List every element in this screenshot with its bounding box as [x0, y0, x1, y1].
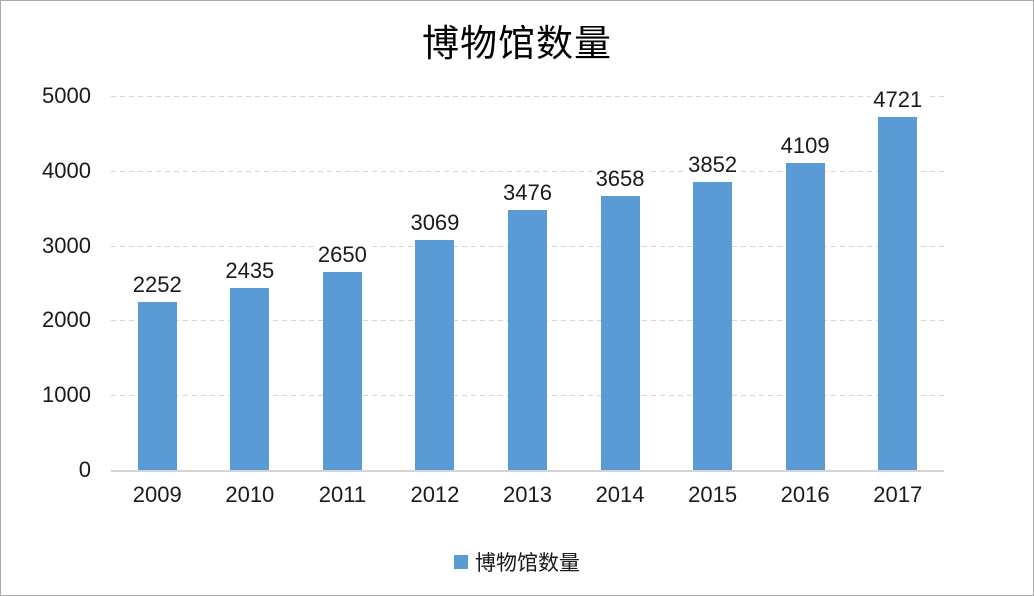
- bar: [415, 240, 455, 470]
- y-axis-tick-label: 2000: [42, 307, 91, 333]
- bar: [693, 181, 733, 470]
- x-axis-tick-label: 2013: [503, 482, 552, 507]
- bar: [508, 210, 547, 470]
- x-axis: 2009 2010 2011 2012 2013 2014 2015 2016 2017: [111, 482, 944, 510]
- bar-value-label: 3658: [592, 167, 648, 192]
- plot-area: 2252 2435 2650 3069 3476 3658 3852 4109 4721: [111, 87, 944, 472]
- bar-value-label: 3069: [407, 211, 463, 236]
- bar: [322, 271, 362, 470]
- legend: 博物馆数量: [1, 547, 1033, 577]
- x-axis-tick-label: 2012: [410, 482, 460, 507]
- legend-marker-icon: [454, 555, 468, 569]
- bar-value-label: 2650: [314, 242, 370, 267]
- y-axis-tick-label: 1000: [42, 382, 91, 408]
- bar-value-label: 4109: [777, 133, 833, 158]
- y-axis-tick-label: 5000: [42, 83, 91, 108]
- y-axis: 0 1000 2000 3000 4000 5000: [1, 83, 91, 482]
- bar: [600, 196, 640, 470]
- bar: [785, 162, 825, 470]
- bar-value-label: 3852: [685, 152, 741, 177]
- y-axis-tick-label: 3000: [42, 232, 91, 258]
- y-axis-tick-label: 4000: [42, 157, 91, 183]
- y-axis-tick-label: 0: [78, 457, 91, 482]
- x-axis-tick-label: 2016: [780, 482, 830, 507]
- bar: [137, 301, 177, 470]
- bar: [230, 287, 270, 470]
- gridline: [111, 96, 944, 97]
- gridline: [111, 170, 944, 172]
- bar-value-label: 4721: [870, 87, 926, 112]
- x-axis-tick-label: 2017: [873, 482, 923, 507]
- bar-value-label: 2435: [222, 258, 278, 283]
- bar-value-label: 3476: [500, 181, 555, 205]
- x-axis-tick-label: 2011: [318, 482, 367, 507]
- legend-label: 博物馆数量: [475, 552, 580, 575]
- x-axis-tick-label: 2014: [595, 482, 645, 507]
- chart-title: 博物馆数量: [422, 22, 612, 65]
- bar-value-label: 2252: [129, 272, 185, 297]
- x-axis-tick-label: 2009: [132, 482, 182, 507]
- x-axis-tick-label: 2015: [688, 482, 738, 507]
- bar: [878, 116, 918, 470]
- x-axis-tick-label: 2010: [225, 482, 275, 507]
